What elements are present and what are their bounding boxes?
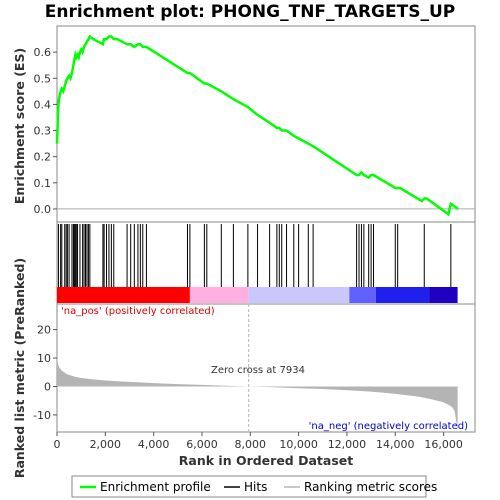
- es-panel: 0.0 0.1 0.2 0.3 0.4 0.5 0.6 Enrichment score (…: [12, 25, 476, 223]
- es-y-tick-label: 0.4: [34, 98, 52, 111]
- es-y-tick-label: 0.6: [34, 46, 52, 59]
- x-tick-label: 10,000: [279, 438, 318, 451]
- metric-y-ticks: 20 10 0 -10: [33, 324, 57, 422]
- x-tick-label: 8,000: [235, 438, 267, 451]
- legend-frame: [71, 475, 427, 498]
- x-ticks: 0 2,000 4,000 6,000 8,000 10,000 12,000 14,000 1…: [54, 432, 463, 451]
- rank-bar-segment: [248, 287, 350, 303]
- na-neg-label: 'na_neg' (negatively correlated): [309, 421, 468, 432]
- x-tick-label: 2,000: [90, 438, 122, 451]
- x-tick-label: 14,000: [376, 438, 415, 451]
- rank-color-bar: [57, 287, 458, 303]
- es-y-tick-label: 0.1: [34, 177, 52, 190]
- rank-bar-segment: [429, 287, 458, 303]
- es-y-tick-label: 0.5: [34, 72, 52, 85]
- enrichment-profile-line: [55, 34, 459, 217]
- na-pos-label: 'na_pos' (positively correlated): [61, 306, 215, 317]
- rank-bar-segment: [57, 287, 190, 303]
- es-y-tick-label: 0.2: [34, 151, 52, 164]
- hits-panel: [56, 221, 476, 305]
- chart-title: Enrichment plot: PHONG_TNF_TARGETS_UP: [45, 2, 455, 22]
- metric-y-label: Ranked list metric (PreRanked): [12, 258, 27, 478]
- rank-bar-segment: [349, 287, 376, 303]
- es-panel-frame: [56, 25, 476, 223]
- legend-label-enrichment-profile: Enrichment profile: [100, 480, 211, 494]
- es-y-tick-label: 0.0: [34, 203, 52, 216]
- x-tick-label: 4,000: [138, 438, 170, 451]
- es-y-ticks: 0.0 0.1 0.2 0.3 0.4 0.5 0.6: [34, 46, 57, 216]
- x-tick-label: 6,000: [186, 438, 218, 451]
- metric-y-tick-label: 10: [37, 352, 51, 365]
- metric-y-tick-label: 20: [37, 324, 51, 337]
- x-axis-label: Rank in Ordered Dataset: [179, 453, 353, 468]
- legend-label-hits: Hits: [244, 480, 267, 494]
- legend: Enrichment profile Hits Ranking metric s…: [71, 475, 437, 498]
- metric-panel: 20 10 0 -10 0 2,000 4,000 6,000 8,000 10,000 12,0…: [12, 258, 476, 478]
- rank-bar-segment: [189, 287, 249, 303]
- hit-marks: [57, 224, 452, 287]
- metric-panel-frame: [56, 303, 476, 433]
- x-tick-label: 0: [54, 438, 61, 451]
- zero-cross-label: Zero cross at 7934: [211, 365, 305, 376]
- x-tick-label: 12,000: [328, 438, 367, 451]
- metric-y-tick-label: -10: [33, 409, 51, 422]
- rank-bar-segment: [375, 287, 430, 303]
- legend-label-ranking-metric: Ranking metric scores: [304, 480, 437, 494]
- x-tick-label: 16,000: [424, 438, 463, 451]
- es-y-label: Enrichment score (ES): [12, 48, 27, 204]
- metric-y-tick-label: 0: [44, 380, 51, 393]
- es-y-tick-label: 0.3: [34, 125, 52, 138]
